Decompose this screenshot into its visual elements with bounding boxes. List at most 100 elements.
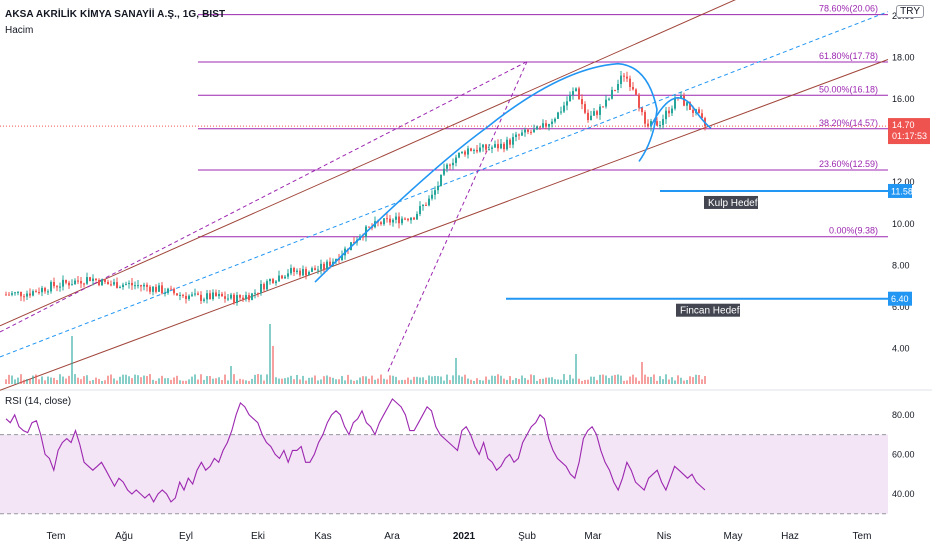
candle-body <box>629 78 631 88</box>
volume-bar <box>494 375 496 384</box>
rsi-label: RSI (14, close) <box>5 396 72 407</box>
volume-bar <box>293 379 295 384</box>
volume-bar <box>122 374 124 384</box>
volume-bar <box>266 374 268 384</box>
currency-badge[interactable]: TRY <box>896 5 924 18</box>
candle-body <box>434 190 436 195</box>
volume-bar <box>326 375 328 384</box>
symbol-title[interactable]: AKSA AKRİLİK KİMYA SANAYİİ A.Ş., 1G, BIS… <box>5 9 226 20</box>
candle-body <box>425 204 427 206</box>
volume-bar <box>572 378 574 384</box>
volume-bar <box>149 374 151 384</box>
candle-body <box>71 284 73 286</box>
date-axis-tick: Ağu <box>115 531 133 542</box>
candle-body <box>176 293 178 296</box>
candle-body <box>161 285 163 294</box>
candle-body <box>56 286 58 288</box>
candle-body <box>578 88 580 100</box>
candle-body <box>107 281 109 285</box>
rsi-axis-tick: 80.00 <box>892 410 915 420</box>
volume-bar <box>89 380 91 384</box>
volume-bar <box>635 377 637 384</box>
volume-bar <box>179 380 181 384</box>
volume-bar <box>362 376 364 384</box>
candle-body <box>257 292 259 294</box>
current-price-value: 14.70 <box>892 120 915 130</box>
volume-bar <box>428 375 430 384</box>
candle-body <box>32 291 34 296</box>
volume-bar <box>398 380 400 384</box>
price-axis-tick: 8.00 <box>892 260 910 270</box>
candle-body <box>476 149 478 152</box>
candle-body <box>581 99 583 105</box>
candle-body <box>341 255 343 261</box>
volume-label: Hacim <box>5 25 34 36</box>
volume-bar <box>593 376 595 384</box>
candle-body <box>461 151 463 154</box>
volume-bar <box>542 378 544 384</box>
candle-body <box>446 164 448 169</box>
volume-bar <box>371 375 373 384</box>
volume-bar <box>29 379 31 384</box>
volume-bar <box>125 374 127 384</box>
candle-body <box>317 269 319 271</box>
volume-bar <box>596 380 598 384</box>
volume-bar <box>485 376 487 384</box>
candle-body <box>464 151 466 155</box>
volume-bar <box>290 375 292 384</box>
volume-bar <box>674 380 676 384</box>
volume-bar <box>518 378 520 384</box>
price-axis-tick: 6.00 <box>892 302 910 312</box>
volume-bar <box>272 346 274 384</box>
volume-bar <box>551 377 553 384</box>
volume-bar <box>314 375 316 384</box>
volume-bar <box>221 380 223 384</box>
candle-body <box>251 293 253 300</box>
candle-body <box>596 111 598 115</box>
candle-body <box>683 95 685 106</box>
volume-bar <box>503 378 505 384</box>
candle-body <box>623 75 625 77</box>
candle-body <box>245 295 247 300</box>
volume-bar <box>617 374 619 384</box>
volume-bar <box>386 379 388 384</box>
candle-body <box>398 216 400 224</box>
volume-bar <box>602 374 604 384</box>
volume-bar <box>701 379 703 384</box>
volume-bar <box>101 380 103 384</box>
volume-bar <box>698 375 700 384</box>
candle-body <box>41 287 43 293</box>
fib-level-label: 23.60%(12.59) <box>819 159 878 169</box>
handle-arc <box>650 97 712 129</box>
volume-bar <box>395 376 397 384</box>
volume-bar <box>281 378 283 384</box>
candle-body <box>50 281 52 292</box>
candle-body <box>587 112 589 121</box>
date-axis-tick: Eyl <box>179 531 193 542</box>
candle-body <box>443 168 445 175</box>
volume-bar <box>320 379 322 384</box>
candle-body <box>497 144 499 149</box>
volume-bar <box>335 379 337 384</box>
volume-bar <box>284 378 286 384</box>
candle-body <box>665 110 667 120</box>
volume-bar <box>407 377 409 384</box>
volume-bar <box>341 375 343 384</box>
volume-bar <box>158 378 160 384</box>
candle-body <box>650 121 652 127</box>
volume-bar <box>41 376 43 384</box>
candle-body <box>281 275 283 279</box>
candle-body <box>671 108 673 114</box>
volume-bar <box>491 375 493 384</box>
candle-body <box>14 292 16 294</box>
volume-bar <box>677 375 679 384</box>
volume-bar <box>257 374 259 384</box>
candle-body <box>143 284 145 287</box>
candle-body <box>44 287 46 292</box>
candle-body <box>218 293 220 297</box>
volume-bar <box>446 374 448 384</box>
volume-bar <box>23 379 25 384</box>
candle-body <box>17 291 19 293</box>
volume-bar <box>200 374 202 384</box>
